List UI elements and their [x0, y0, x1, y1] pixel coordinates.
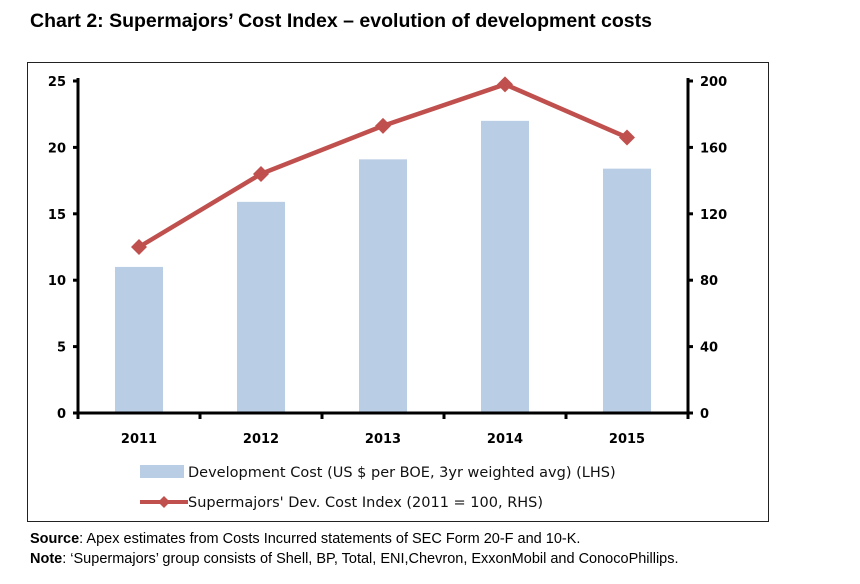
chart-frame [27, 62, 769, 522]
legend-label-line: Supermajors' Dev. Cost Index (2011 = 100… [188, 495, 544, 511]
left-tick-label: 5 [57, 341, 66, 356]
bar-2014 [481, 120, 529, 413]
bar-2011 [115, 266, 163, 413]
right-tick-label: 80 [700, 274, 718, 289]
source-text: : Apex estimates from Costs Incurred sta… [79, 531, 581, 547]
left-tick-label: 0 [57, 407, 66, 422]
left-tick-label: 25 [48, 75, 66, 90]
x-tick-label: 2011 [121, 432, 157, 447]
note-label: Note [30, 551, 63, 567]
legend-swatch-bar [140, 465, 184, 478]
x-tick-label: 2015 [609, 432, 645, 447]
bar-2013 [359, 159, 407, 413]
x-tick-label: 2012 [243, 432, 279, 447]
index-marker-2013 [375, 117, 391, 134]
chart-title: Chart 2: Supermajors’ Cost Index – evolu… [30, 10, 652, 32]
x-tick-label: 2013 [365, 432, 401, 447]
right-tick-label: 160 [700, 141, 727, 156]
left-tick-label: 20 [48, 141, 66, 156]
x-tick-label: 2014 [487, 432, 523, 447]
index-marker-2011 [131, 239, 147, 255]
right-tick-label: 0 [700, 407, 709, 422]
legend-item-bars: Development Cost (US $ per BOE, 3yr weig… [140, 465, 616, 481]
left-tick-label: 15 [48, 208, 66, 223]
bar-2015 [603, 168, 651, 413]
index-marker-2014 [497, 76, 513, 93]
index-marker-2015 [619, 129, 635, 146]
source-label: Source [30, 531, 80, 547]
note-text: : ‘Supermajors’ group consists of Shell,… [62, 551, 679, 567]
right-tick-label: 120 [700, 208, 727, 223]
legend-label-bars: Development Cost (US $ per BOE, 3yr weig… [188, 465, 616, 481]
source-note: Source: Apex estimates from Costs Incurr… [30, 531, 580, 547]
legend-swatch-line [140, 496, 188, 508]
note: Note: ‘Supermajors’ group consists of Sh… [30, 551, 679, 567]
right-tick-label: 40 [700, 341, 718, 356]
index-marker-2012 [253, 165, 269, 182]
right-tick-label: 200 [700, 75, 727, 90]
left-tick-label: 10 [48, 274, 66, 289]
legend-item-line: Supermajors' Dev. Cost Index (2011 = 100… [140, 495, 543, 511]
bar-2012 [237, 201, 285, 413]
